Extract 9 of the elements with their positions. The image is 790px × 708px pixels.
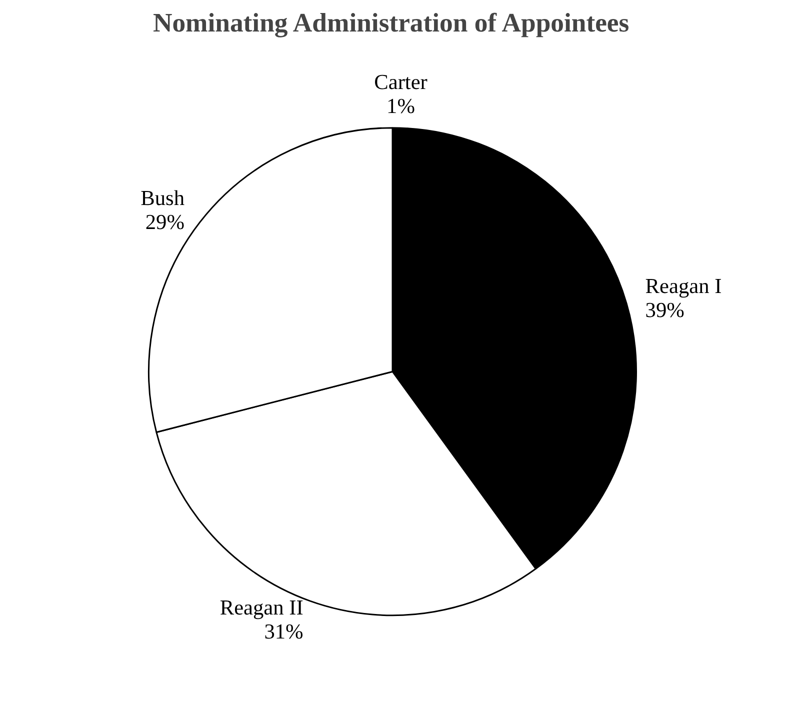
chart-title: Nominating Administration of Appointees: [152, 8, 630, 38]
data-label: 1%: [386, 94, 416, 118]
slice-label: Reagan I: [645, 274, 722, 298]
slice-label: Bush: [140, 186, 185, 210]
data-label: 29%: [145, 210, 185, 234]
slice-label: Reagan II: [220, 595, 304, 620]
slice-label: Carter: [374, 70, 428, 94]
data-label: 39%: [645, 298, 685, 322]
data-label: 31%: [264, 619, 304, 644]
